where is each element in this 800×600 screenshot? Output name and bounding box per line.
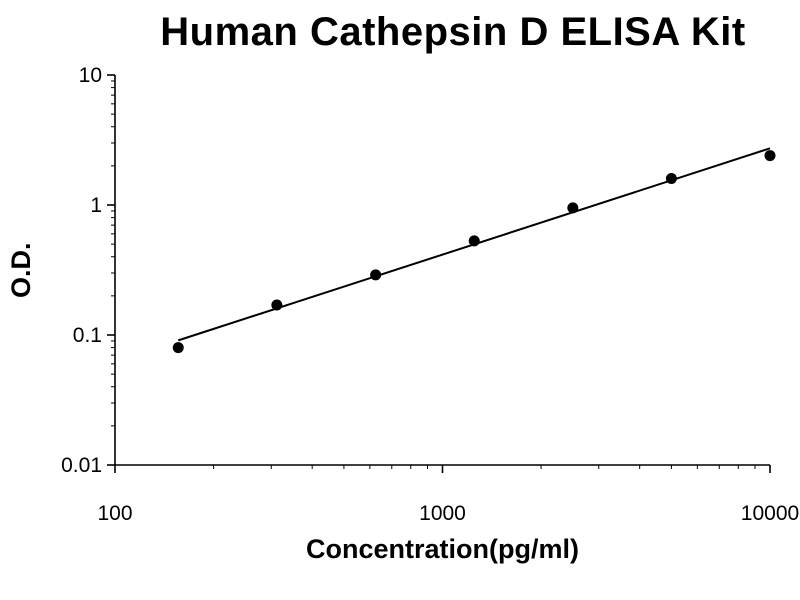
data-point bbox=[172, 342, 184, 354]
x-tick-label: 10000 bbox=[741, 502, 799, 525]
chart-title: Human Cathepsin D ELISA Kit bbox=[160, 10, 746, 54]
y-tick-label: 1 bbox=[90, 194, 102, 217]
y-tick-label: 10 bbox=[79, 64, 102, 87]
x-tick-label: 100 bbox=[97, 502, 132, 525]
data-point bbox=[370, 269, 382, 281]
y-tick-label: 0.1 bbox=[73, 324, 102, 347]
data-point bbox=[271, 299, 283, 311]
data-point bbox=[468, 235, 480, 247]
x-axis-label: Concentration(pg/ml) bbox=[306, 534, 579, 564]
data-point bbox=[665, 172, 677, 184]
data-point bbox=[764, 150, 776, 162]
data-point bbox=[567, 202, 579, 214]
x-tick-label: 1000 bbox=[419, 502, 466, 525]
y-tick-label: 0.01 bbox=[61, 454, 102, 477]
